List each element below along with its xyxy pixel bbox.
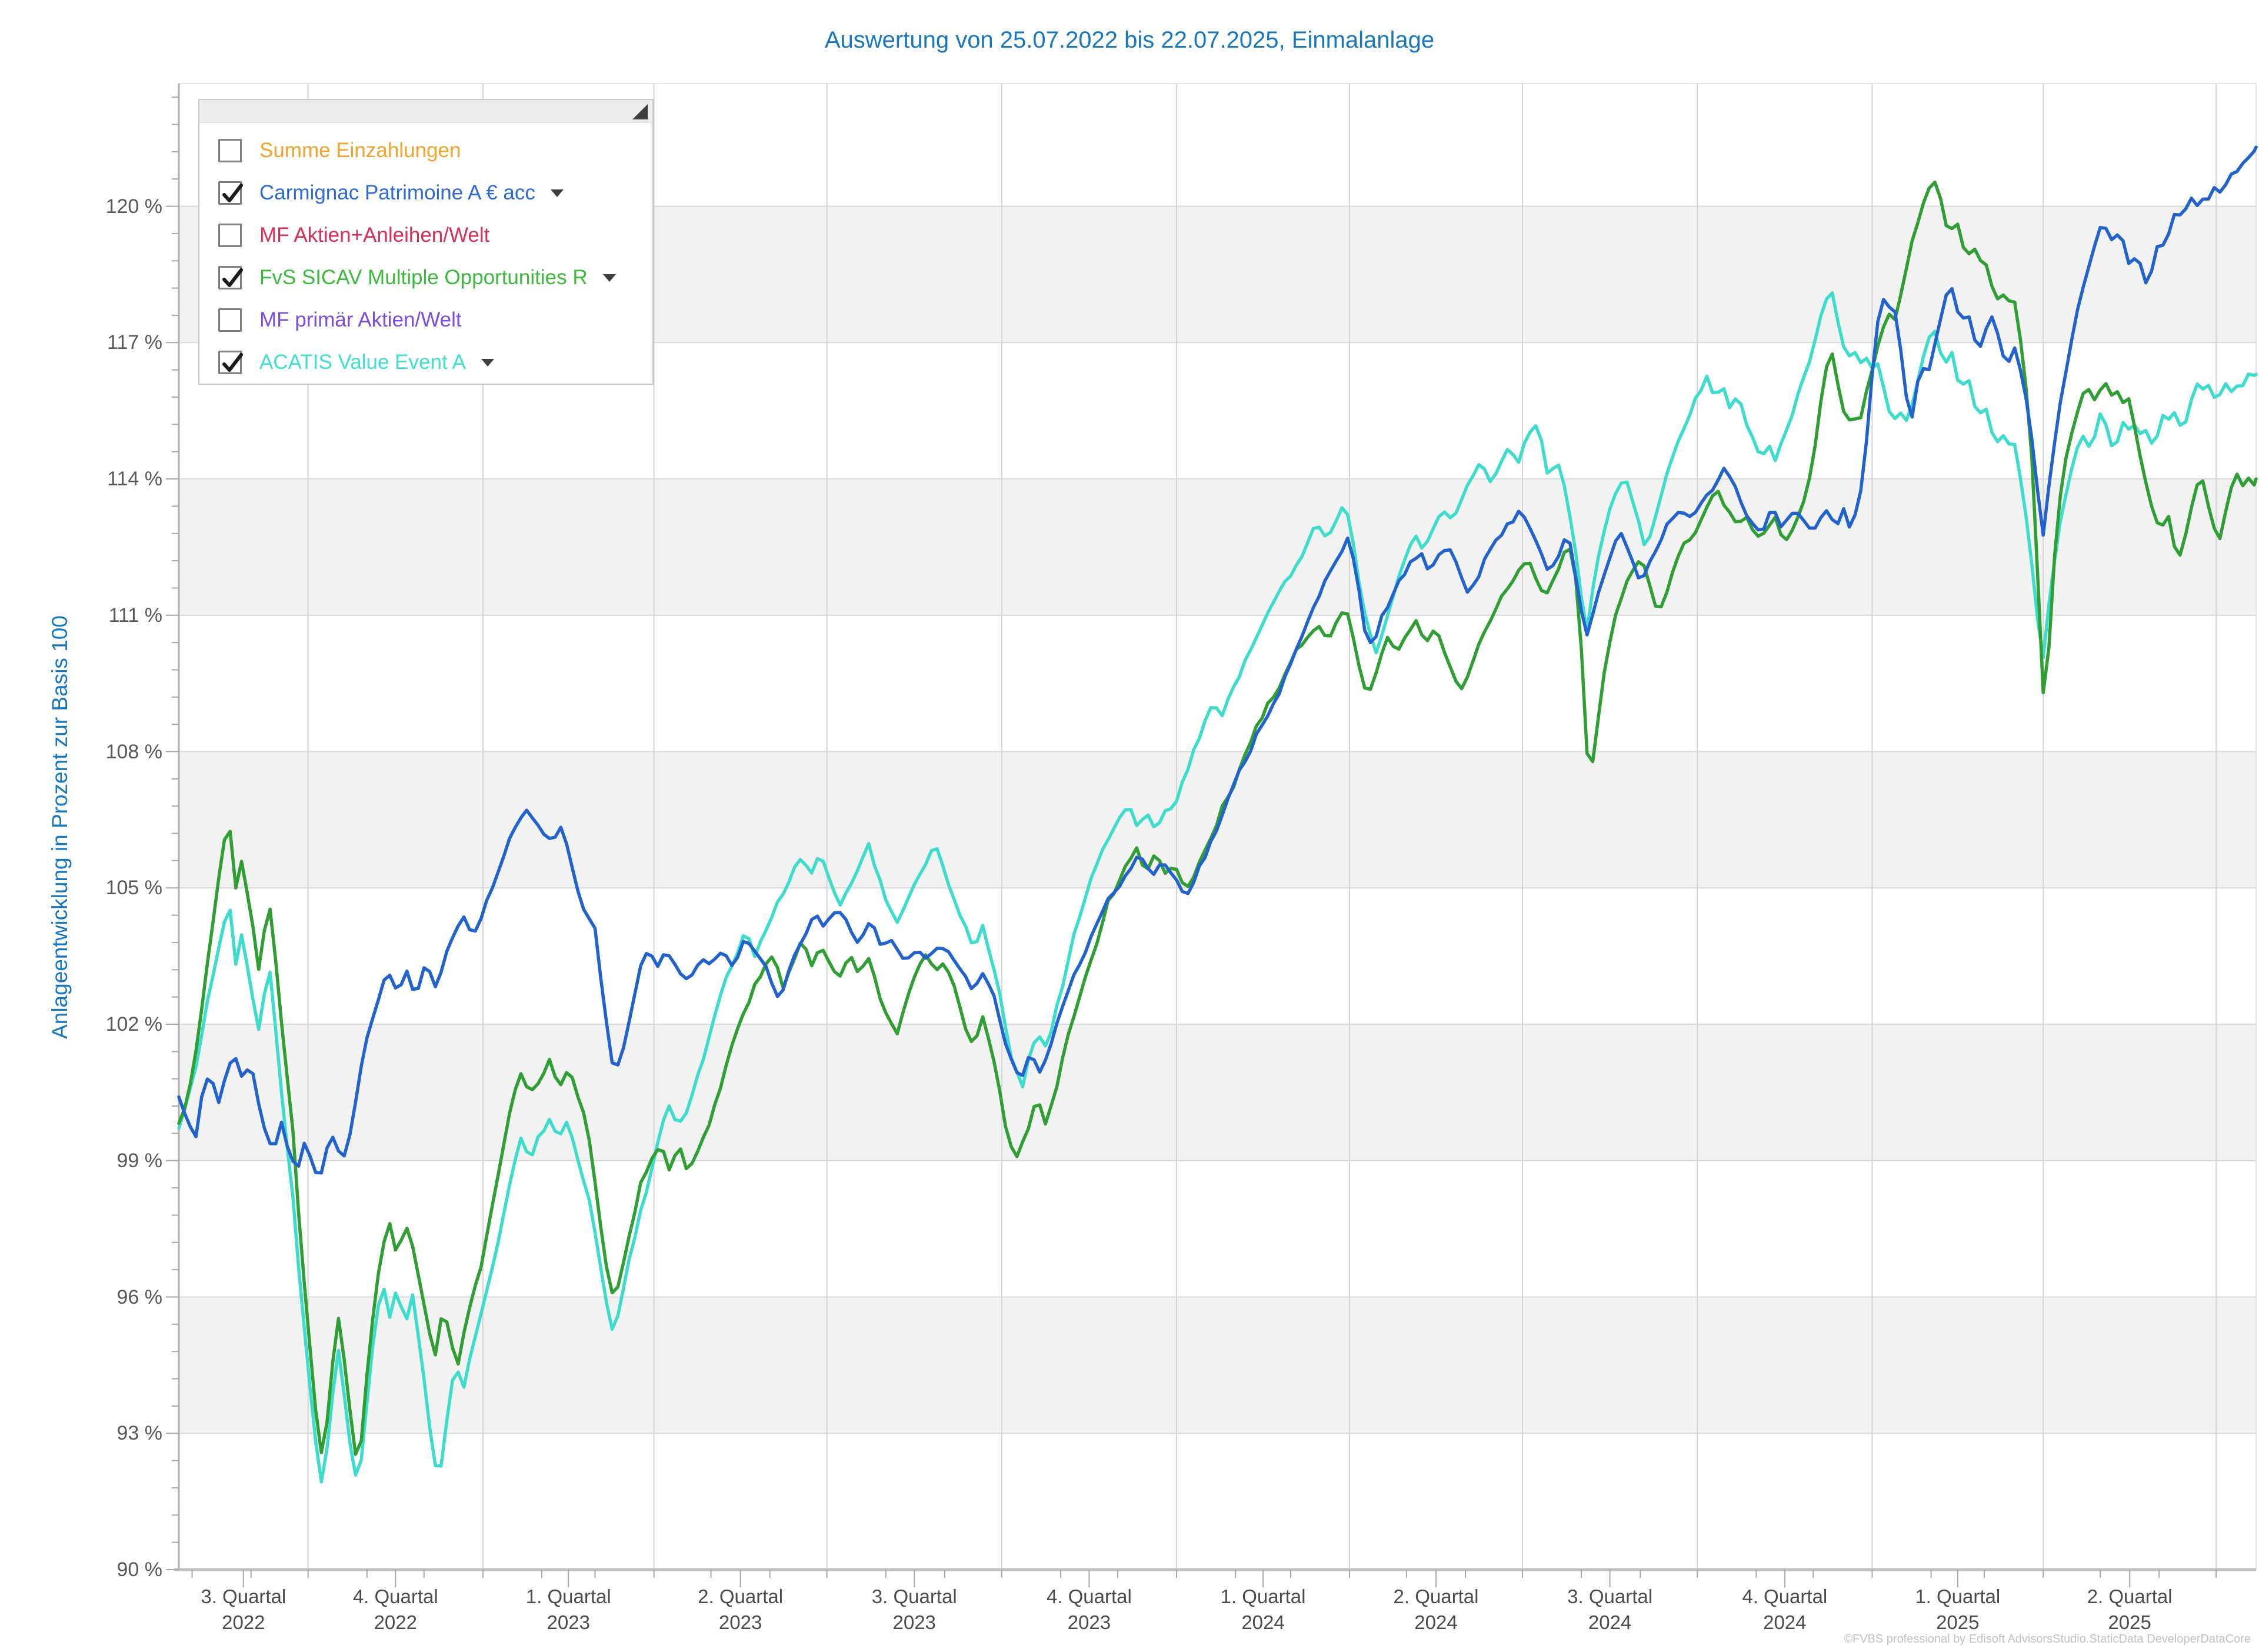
legend-row: Carmignac Patrimoine A € acc bbox=[199, 172, 652, 214]
checkbox-checked[interactable] bbox=[218, 266, 243, 289]
watermark-text: ©FVBS professional by Edisoft AdvisorsSt… bbox=[1844, 1633, 2251, 1646]
chart-title: Auswertung von 25.07.2022 bis 22.07.2025… bbox=[824, 27, 1435, 53]
checkbox-unchecked[interactable] bbox=[218, 139, 242, 162]
legend-label[interactable]: MF primär Aktien/Welt bbox=[259, 308, 462, 331]
legend-row: MF primär Aktien/Welt bbox=[199, 299, 652, 341]
legend-panel: Summe Einzahlungen Carmignac Patrimoine A… bbox=[198, 99, 654, 385]
y-tick-label: 114 % bbox=[107, 468, 162, 491]
background-band bbox=[179, 479, 2256, 615]
x-tick-label: 3. Quartal 2022 bbox=[201, 1586, 286, 1633]
legend-row: Summe Einzahlungen bbox=[199, 129, 652, 172]
y-tick-label: 105 % bbox=[105, 877, 162, 900]
x-tick-label: 4. Quartal 2023 bbox=[1046, 1586, 1132, 1633]
y-tick-label: 111 % bbox=[108, 604, 162, 627]
legend-label[interactable]: MF Aktien+Anleihen/Welt bbox=[259, 224, 490, 247]
dropdown-caret-icon[interactable] bbox=[602, 274, 616, 282]
legend-label[interactable]: FvS SICAV Multiple Opportunities R bbox=[259, 266, 588, 289]
legend-row: ACATIS Value Event A bbox=[199, 341, 652, 384]
check-icon bbox=[222, 353, 243, 372]
legend-items: Summe Einzahlungen Carmignac Patrimoine A… bbox=[199, 129, 652, 384]
background-band bbox=[179, 1024, 2256, 1161]
dropdown-caret-icon[interactable] bbox=[481, 358, 494, 367]
y-tick-label: 90 % bbox=[116, 1558, 163, 1581]
legend-row: MF Aktien+Anleihen/Welt bbox=[199, 214, 652, 257]
x-tick-label: 3. Quartal 2024 bbox=[1567, 1586, 1653, 1633]
checkbox-checked[interactable] bbox=[218, 351, 243, 374]
y-tick-label: 120 % bbox=[105, 195, 162, 218]
x-tick-label: 2. Quartal 2025 bbox=[2087, 1586, 2173, 1633]
check-icon bbox=[222, 268, 243, 287]
x-tick-label: 2. Quartal 2023 bbox=[698, 1586, 784, 1633]
legend-collapse-icon[interactable] bbox=[632, 104, 648, 119]
series-line-fvs-sicav-multiple-opportunities-r bbox=[177, 180, 2258, 1456]
x-tick-label: 1. Quartal 2025 bbox=[1915, 1586, 2001, 1633]
legend-label[interactable]: Summe Einzahlungen bbox=[259, 139, 461, 162]
x-tick-label: 4. Quartal 2022 bbox=[352, 1586, 438, 1633]
y-tick-label: 102 % bbox=[105, 1013, 162, 1036]
legend-label[interactable]: Carmignac Patrimoine A € acc bbox=[259, 181, 535, 204]
x-tick-label: 1. Quartal 2024 bbox=[1220, 1586, 1306, 1633]
legend-header bbox=[199, 100, 652, 123]
dropdown-caret-icon[interactable] bbox=[550, 189, 564, 197]
legend-row: FvS SICAV Multiple Opportunities R bbox=[199, 257, 652, 299]
check-icon bbox=[222, 184, 243, 202]
checkbox-unchecked[interactable] bbox=[218, 224, 242, 247]
background-band bbox=[179, 1297, 2256, 1434]
checkbox-unchecked[interactable] bbox=[218, 308, 242, 332]
series-line-carmignac-patrimoine-a-acc bbox=[177, 145, 2258, 1175]
y-tick-label: 99 % bbox=[116, 1149, 163, 1172]
x-tick-label: 3. Quartal 2023 bbox=[871, 1586, 957, 1633]
x-tick-label: 4. Quartal 2024 bbox=[1742, 1586, 1828, 1633]
y-tick-label: 96 % bbox=[116, 1285, 163, 1308]
y-tick-label: 108 % bbox=[105, 740, 162, 763]
y-tick-label: 93 % bbox=[116, 1422, 163, 1445]
y-tick-label: 117 % bbox=[107, 331, 162, 354]
checkbox-checked[interactable] bbox=[218, 181, 243, 205]
x-tick-label: 2. Quartal 2024 bbox=[1393, 1586, 1479, 1633]
x-tick-label: 1. Quartal 2023 bbox=[525, 1586, 611, 1633]
legend-label[interactable]: ACATIS Value Event A bbox=[259, 351, 466, 374]
